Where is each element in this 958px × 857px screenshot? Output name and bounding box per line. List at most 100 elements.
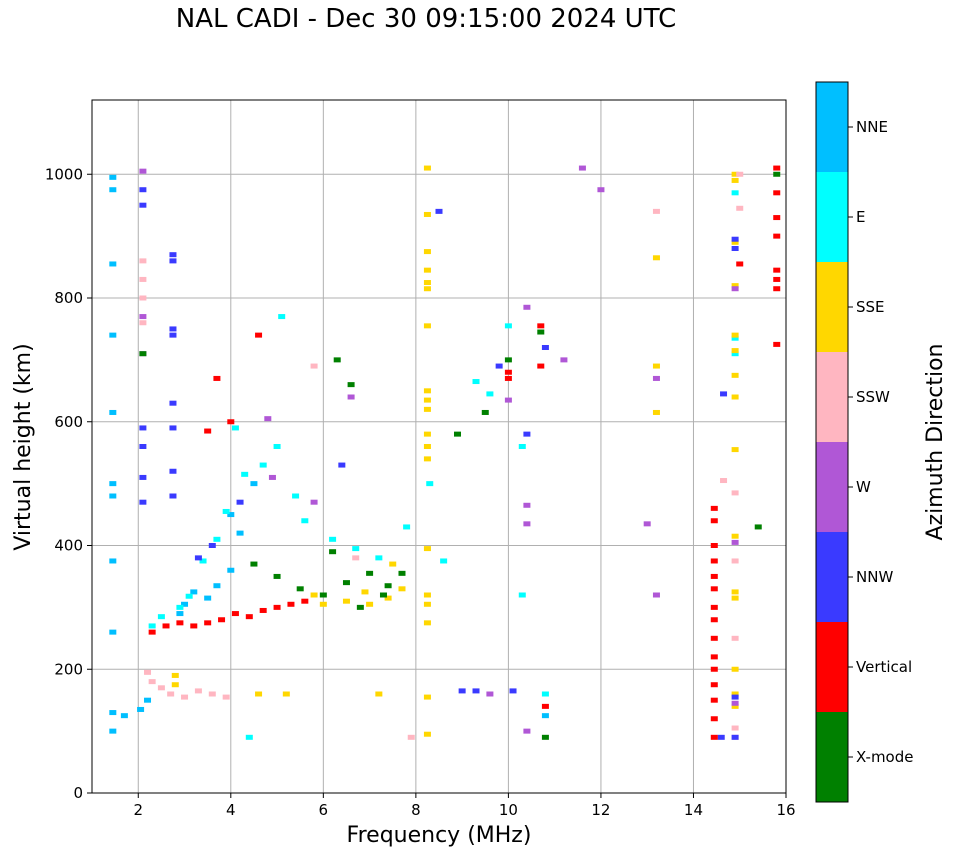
- data-point: [255, 332, 263, 338]
- data-point: [523, 304, 531, 310]
- data-point: [710, 635, 718, 641]
- data-point: [541, 703, 549, 709]
- data-point: [287, 601, 295, 607]
- data-point: [296, 586, 304, 592]
- data-point: [710, 682, 718, 688]
- data-point: [731, 691, 739, 697]
- data-point: [541, 734, 549, 740]
- data-point: [199, 558, 207, 564]
- colorbar-segment: [816, 442, 848, 532]
- series-x-mode: [139, 171, 781, 740]
- data-point: [282, 691, 290, 697]
- data-point: [731, 533, 739, 539]
- data-point: [181, 694, 189, 700]
- data-point: [120, 713, 128, 719]
- data-point: [273, 444, 281, 449]
- data-point: [440, 558, 448, 564]
- data-point: [731, 286, 739, 292]
- data-point: [227, 512, 235, 518]
- colorbar-segment: [816, 352, 848, 442]
- colorbar-tick-label: X-mode: [856, 748, 913, 766]
- data-point: [329, 549, 337, 555]
- data-point: [231, 425, 239, 431]
- data-point: [486, 391, 494, 397]
- data-point: [222, 508, 230, 514]
- data-point: [139, 499, 147, 505]
- y-tick-label: 0: [73, 784, 83, 802]
- data-point: [255, 691, 263, 697]
- data-point: [652, 592, 660, 598]
- data-point: [454, 431, 462, 437]
- data-point: [710, 586, 718, 592]
- data-point: [710, 734, 718, 740]
- series-vertical: [148, 165, 781, 740]
- data-point: [109, 332, 117, 338]
- data-point: [731, 177, 739, 183]
- data-point: [167, 691, 175, 697]
- series-nne: [109, 174, 549, 734]
- series-w: [139, 165, 739, 734]
- data-point: [301, 598, 309, 604]
- x-tick-label: 12: [591, 801, 610, 819]
- data-point: [329, 536, 337, 542]
- data-point: [731, 447, 739, 453]
- data-point: [144, 669, 152, 675]
- data-point: [423, 280, 431, 286]
- data-point: [423, 456, 431, 462]
- data-point: [710, 543, 718, 548]
- data-point: [356, 604, 364, 610]
- data-point: [250, 481, 258, 487]
- data-point: [710, 558, 718, 564]
- x-tick-label: 16: [776, 801, 795, 819]
- data-point: [139, 187, 147, 193]
- data-point: [423, 592, 431, 598]
- data-point: [731, 666, 739, 672]
- data-point: [169, 425, 177, 431]
- data-point: [139, 474, 147, 480]
- data-point: [731, 394, 739, 400]
- data-point: [333, 357, 341, 363]
- data-point: [710, 654, 718, 660]
- data-point: [144, 697, 152, 703]
- data-point: [213, 375, 221, 381]
- data-point: [504, 323, 512, 329]
- data-point: [139, 314, 147, 320]
- data-point: [139, 202, 147, 208]
- data-point: [342, 598, 350, 604]
- x-tick-label: 10: [499, 801, 518, 819]
- data-point: [537, 363, 545, 369]
- data-point: [523, 728, 531, 734]
- data-point: [109, 629, 117, 635]
- data-point: [731, 332, 739, 338]
- data-point: [231, 611, 239, 617]
- data-point: [139, 168, 147, 174]
- data-point: [245, 734, 253, 740]
- data-point: [731, 348, 739, 354]
- series-sse: [171, 165, 739, 737]
- data-point: [541, 345, 549, 350]
- data-point: [710, 604, 718, 610]
- data-point: [652, 375, 660, 381]
- data-point: [736, 205, 744, 211]
- data-point: [731, 246, 739, 251]
- data-point: [398, 570, 406, 576]
- data-point: [236, 530, 244, 536]
- colorbar-label: Azimuth Direction: [923, 343, 948, 540]
- data-point: [319, 592, 327, 598]
- data-point: [407, 734, 415, 740]
- data-point: [426, 481, 434, 487]
- data-point: [773, 267, 781, 273]
- data-point: [241, 471, 249, 477]
- data-point: [352, 546, 360, 552]
- data-point: [504, 375, 512, 381]
- data-point: [423, 431, 431, 437]
- colorbar-frame: [815, 81, 849, 803]
- data-point: [169, 400, 177, 406]
- data-point: [423, 211, 431, 217]
- data-point: [731, 372, 739, 378]
- data-point: [264, 416, 272, 422]
- data-point: [208, 543, 216, 548]
- data-point: [384, 583, 392, 589]
- colorbar-tick-label: NNE: [856, 118, 888, 136]
- y-tick-label: 800: [54, 289, 83, 307]
